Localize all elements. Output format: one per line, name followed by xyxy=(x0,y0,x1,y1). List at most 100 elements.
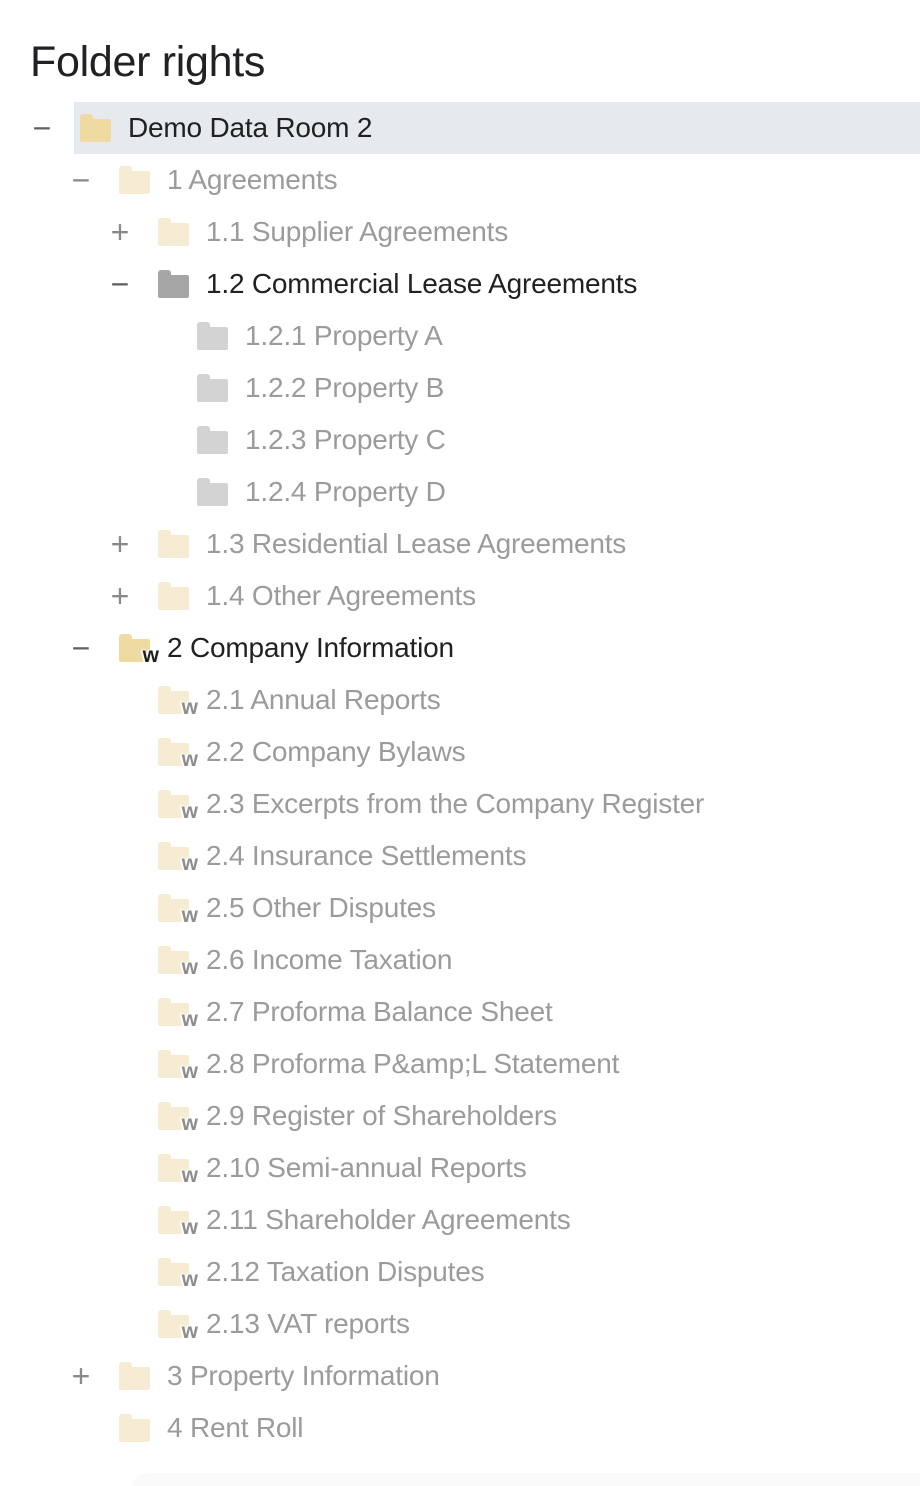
tree-row[interactable]: +1.3 Residential Lease Agreements xyxy=(0,518,920,570)
folder-label: 1.2.2 Property B xyxy=(245,372,445,404)
row-content: 1 Agreements xyxy=(113,154,920,206)
folder-icon-wrap: w xyxy=(158,1206,198,1238)
row-content: Demo Data Room 2 xyxy=(74,102,920,154)
folder-icon-wrap xyxy=(158,218,189,246)
folder-icon-wrap: w xyxy=(158,1050,198,1082)
tree-row[interactable]: w 2.11 Shareholder Agreements xyxy=(0,1194,920,1246)
tree-row[interactable]: − 1 Agreements xyxy=(0,154,920,206)
folder-label: 2.3 Excerpts from the Company Register xyxy=(206,788,705,820)
tree-row[interactable]: 1.2.2 Property B xyxy=(0,362,920,414)
folder-icon xyxy=(158,1154,189,1182)
folder-label: Demo Data Room 2 xyxy=(128,112,373,144)
expand-icon[interactable]: + xyxy=(110,578,130,614)
tree-row[interactable]: w 2.3 Excerpts from the Company Register xyxy=(0,778,920,830)
folder-icon-wrap xyxy=(197,322,228,350)
collapse-icon[interactable]: − xyxy=(71,630,91,666)
tree-row[interactable]: − w 2 Company Information xyxy=(0,622,920,674)
folder-label: 2.10 Semi-annual Reports xyxy=(206,1152,527,1184)
folder-icon-wrap xyxy=(158,582,189,610)
folder-icon-wrap xyxy=(197,374,228,402)
tree-row[interactable]: 4 Rent Roll xyxy=(0,1402,920,1454)
folder-icon-wrap: w xyxy=(119,634,159,666)
folder-label: 1 Agreements xyxy=(167,164,338,196)
write-permission-badge: w xyxy=(181,748,198,771)
folder-label: 2.12 Taxation Disputes xyxy=(206,1256,485,1288)
folder-icon xyxy=(119,166,150,194)
folder-icon-wrap: w xyxy=(158,998,198,1030)
folder-icon-wrap xyxy=(197,426,228,454)
write-permission-badge: w xyxy=(181,852,198,875)
folder-label: 2 Company Information xyxy=(167,632,454,664)
tree-row[interactable]: +1.1 Supplier Agreements xyxy=(0,206,920,258)
folder-icon xyxy=(158,894,189,922)
folder-icon-wrap xyxy=(119,1414,150,1442)
folder-icon xyxy=(158,270,189,298)
folder-icon-wrap: w xyxy=(158,894,198,926)
folder-label: 1.2.4 Property D xyxy=(245,476,446,508)
folder-icon xyxy=(158,582,189,610)
collapse-icon[interactable]: − xyxy=(71,162,91,198)
folder-icon xyxy=(197,322,228,350)
folder-icon-wrap: w xyxy=(158,1102,198,1134)
tree-row[interactable]: w 2.13 VAT reports xyxy=(0,1298,920,1350)
tree-row[interactable]: w 2.12 Taxation Disputes xyxy=(0,1246,920,1298)
page-title: Folder rights xyxy=(30,38,266,86)
folder-icon xyxy=(119,1414,150,1442)
folder-label: 2.13 VAT reports xyxy=(206,1308,410,1340)
write-permission-badge: w xyxy=(181,1112,198,1135)
folder-icon xyxy=(158,1310,189,1338)
collapse-icon[interactable]: − xyxy=(32,110,52,146)
write-permission-badge: w xyxy=(181,904,198,927)
tree-row[interactable]: − Demo Data Room 2 xyxy=(0,102,920,154)
row-content: w 2.11 Shareholder Agreements xyxy=(152,1194,920,1246)
row-content: w 2.1 Annual Reports xyxy=(152,674,920,726)
row-content: w 2.9 Register of Shareholders xyxy=(152,1090,920,1142)
expand-icon[interactable]: + xyxy=(110,526,130,562)
tree-row[interactable]: w 2.9 Register of Shareholders xyxy=(0,1090,920,1142)
row-content: 4 Rent Roll xyxy=(113,1402,920,1454)
bottom-panel-edge xyxy=(133,1473,920,1486)
tree-row[interactable]: w 2.4 Insurance Settlements xyxy=(0,830,920,882)
folder-label: 2.11 Shareholder Agreements xyxy=(206,1204,571,1236)
tree-row[interactable]: w 2.8 Proforma P&amp;L Statement xyxy=(0,1038,920,1090)
write-permission-badge: w xyxy=(181,800,198,823)
folder-icon xyxy=(158,946,189,974)
tree-row[interactable]: 1.2.1 Property A xyxy=(0,310,920,362)
folder-label: 2.7 Proforma Balance Sheet xyxy=(206,996,553,1028)
tree-row[interactable]: − 1.2 Commercial Lease Agreements xyxy=(0,258,920,310)
row-content: 3 Property Information xyxy=(113,1350,920,1402)
folder-label: 2.9 Register of Shareholders xyxy=(206,1100,557,1132)
tree-row[interactable]: w 2.10 Semi-annual Reports xyxy=(0,1142,920,1194)
tree-row[interactable]: w 2.7 Proforma Balance Sheet xyxy=(0,986,920,1038)
tree-row[interactable]: w 2.6 Income Taxation xyxy=(0,934,920,986)
row-content: 1.3 Residential Lease Agreements xyxy=(152,518,920,570)
row-content: w 2.8 Proforma P&amp;L Statement xyxy=(152,1038,920,1090)
write-permission-badge: w xyxy=(142,644,159,667)
tree-row[interactable]: 1.2.3 Property C xyxy=(0,414,920,466)
folder-icon xyxy=(158,1050,189,1078)
tree-row[interactable]: w 2.2 Company Bylaws xyxy=(0,726,920,778)
collapse-icon[interactable]: − xyxy=(110,266,130,302)
row-content: w 2 Company Information xyxy=(113,622,920,674)
folder-icon-wrap xyxy=(158,530,189,558)
row-content: 1.2.1 Property A xyxy=(191,310,920,362)
tree-row[interactable]: +1.4 Other Agreements xyxy=(0,570,920,622)
expand-icon[interactable]: + xyxy=(71,1358,91,1394)
folder-icon xyxy=(197,426,228,454)
row-content: 1.4 Other Agreements xyxy=(152,570,920,622)
folder-icon-wrap: w xyxy=(158,1258,198,1290)
folder-icon-wrap xyxy=(158,270,189,298)
folder-label: 2.8 Proforma P&amp;L Statement xyxy=(206,1048,620,1080)
folder-icon-wrap xyxy=(80,114,111,142)
row-content: w 2.6 Income Taxation xyxy=(152,934,920,986)
write-permission-badge: w xyxy=(181,1320,198,1343)
write-permission-badge: w xyxy=(181,1164,198,1187)
folder-label: 1.2.3 Property C xyxy=(245,424,446,456)
tree-row[interactable]: w 2.1 Annual Reports xyxy=(0,674,920,726)
folder-icon xyxy=(158,1206,189,1234)
folder-icon xyxy=(158,1258,189,1286)
tree-row[interactable]: 1.2.4 Property D xyxy=(0,466,920,518)
tree-row[interactable]: +3 Property Information xyxy=(0,1350,920,1402)
tree-row[interactable]: w 2.5 Other Disputes xyxy=(0,882,920,934)
expand-icon[interactable]: + xyxy=(110,214,130,250)
